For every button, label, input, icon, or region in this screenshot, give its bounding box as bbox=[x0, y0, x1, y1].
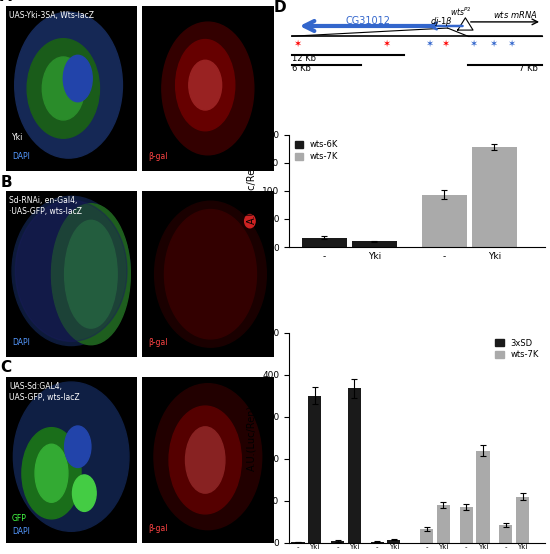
Text: ✶: ✶ bbox=[426, 38, 434, 48]
Ellipse shape bbox=[154, 384, 262, 530]
Ellipse shape bbox=[13, 382, 129, 531]
Bar bbox=[352, 242, 397, 247]
Y-axis label: A.U.(Luc/Ren): A.U.(Luc/Ren) bbox=[247, 158, 257, 224]
Bar bbox=[302, 238, 347, 247]
Text: 7 Kb: 7 Kb bbox=[519, 64, 538, 73]
Text: DAPI: DAPI bbox=[12, 338, 30, 347]
Bar bbox=[348, 388, 361, 543]
Text: Sd-RNAi, en-Gal4,
·UAS-GFP, wts-lacZ: Sd-RNAi, en-Gal4, ·UAS-GFP, wts-lacZ bbox=[9, 196, 82, 217]
Text: ✶: ✶ bbox=[441, 38, 449, 48]
Text: C: C bbox=[0, 361, 12, 376]
Text: β-gal: β-gal bbox=[148, 338, 168, 347]
Ellipse shape bbox=[185, 427, 225, 493]
Text: GFP: GFP bbox=[12, 514, 27, 523]
Y-axis label: A.U.(Luc/Ren): A.U.(Luc/Ren) bbox=[247, 405, 257, 471]
Text: 6 Kb: 6 Kb bbox=[292, 64, 311, 73]
Bar bbox=[308, 396, 321, 543]
Ellipse shape bbox=[169, 406, 241, 514]
Bar bbox=[331, 541, 344, 543]
Bar bbox=[420, 529, 433, 543]
Text: E: E bbox=[256, 320, 266, 335]
Bar bbox=[460, 507, 473, 543]
Ellipse shape bbox=[73, 475, 96, 511]
Text: B: B bbox=[0, 175, 12, 189]
Ellipse shape bbox=[175, 39, 235, 131]
Text: $wts$ mRNA: $wts$ mRNA bbox=[493, 9, 538, 20]
Text: A: A bbox=[0, 0, 12, 4]
Ellipse shape bbox=[189, 60, 222, 110]
Text: β-gal: β-gal bbox=[148, 524, 168, 533]
Text: CG31012: CG31012 bbox=[345, 16, 390, 25]
Bar bbox=[476, 450, 490, 543]
Ellipse shape bbox=[15, 201, 127, 341]
Ellipse shape bbox=[52, 204, 130, 345]
Text: ✶: ✶ bbox=[293, 38, 301, 48]
Bar bbox=[499, 525, 513, 543]
Text: D: D bbox=[274, 1, 287, 16]
Ellipse shape bbox=[64, 426, 91, 468]
Ellipse shape bbox=[27, 39, 100, 138]
Text: ✶: ✶ bbox=[507, 38, 515, 48]
Text: $dj$-$1\beta$: $dj$-$1\beta$ bbox=[430, 14, 453, 28]
Ellipse shape bbox=[162, 22, 254, 155]
Ellipse shape bbox=[64, 220, 117, 328]
Bar bbox=[422, 195, 467, 247]
Text: DAPI: DAPI bbox=[12, 527, 30, 536]
Text: ✶: ✶ bbox=[490, 38, 498, 48]
Text: UAS-Yki-3SA, Wts-lacZ: UAS-Yki-3SA, Wts-lacZ bbox=[9, 11, 95, 19]
Ellipse shape bbox=[22, 428, 81, 519]
Ellipse shape bbox=[12, 196, 130, 346]
Bar bbox=[371, 542, 384, 543]
Text: DAPI: DAPI bbox=[12, 152, 30, 161]
Ellipse shape bbox=[35, 444, 68, 502]
Ellipse shape bbox=[42, 57, 84, 120]
Ellipse shape bbox=[155, 201, 266, 347]
Bar bbox=[292, 542, 305, 543]
Bar bbox=[516, 497, 529, 543]
Text: β-gal: β-gal bbox=[148, 152, 168, 161]
Text: $wts^{P2}$: $wts^{P2}$ bbox=[450, 6, 472, 18]
Text: UAS-Sd:GAL4,
UAS-GFP, wts-lacZ: UAS-Sd:GAL4, UAS-GFP, wts-lacZ bbox=[9, 382, 80, 402]
Text: ✶: ✶ bbox=[382, 38, 390, 48]
Legend: wts-6K, wts-7K: wts-6K, wts-7K bbox=[293, 139, 340, 163]
Ellipse shape bbox=[63, 55, 92, 102]
Bar bbox=[437, 505, 450, 543]
Text: ✶: ✶ bbox=[469, 38, 477, 48]
Legend: 3xSD, wts-7K: 3xSD, wts-7K bbox=[494, 337, 540, 361]
Text: 12 Kb: 12 Kb bbox=[292, 54, 316, 63]
Circle shape bbox=[245, 214, 255, 228]
Ellipse shape bbox=[15, 12, 123, 158]
Text: Yki: Yki bbox=[12, 132, 24, 141]
Bar bbox=[472, 147, 517, 247]
Ellipse shape bbox=[164, 209, 256, 339]
Bar bbox=[387, 540, 400, 543]
